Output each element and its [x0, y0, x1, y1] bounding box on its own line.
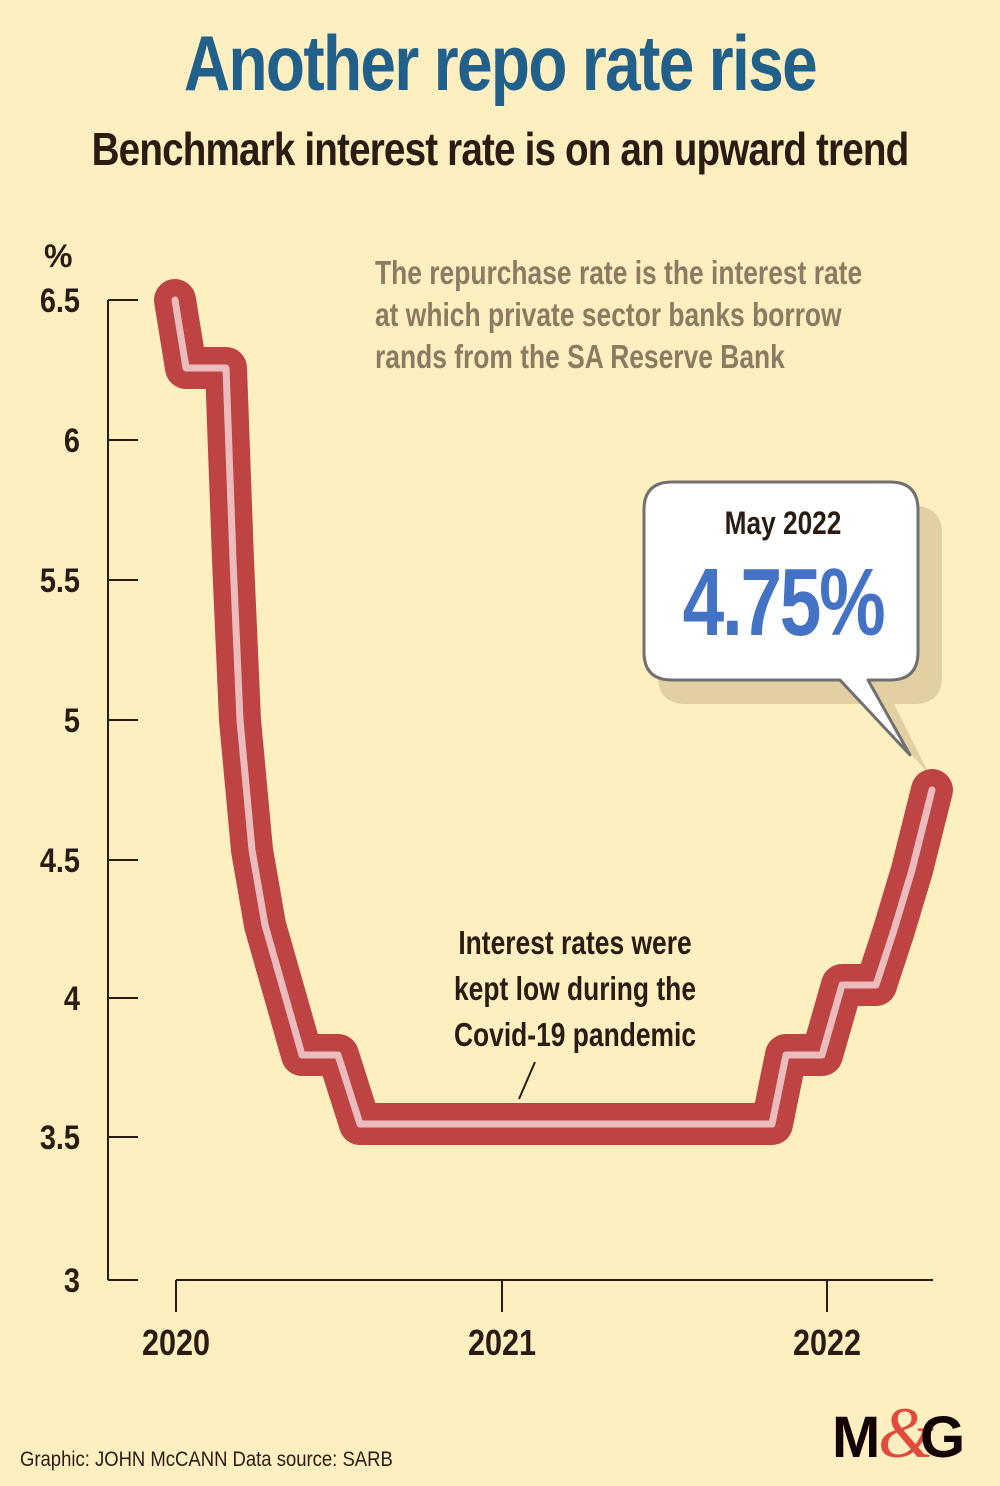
y-tick-label: 5.5 — [39, 562, 80, 600]
mg-logo: M & G — [832, 1393, 982, 1473]
annotation-line: kept low during the — [454, 970, 696, 1007]
annotation-line: Interest rates were — [458, 924, 692, 961]
y-axis-ticks — [108, 299, 138, 1281]
y-tick-label: 4.5 — [39, 842, 80, 880]
y-tick-label: 3 — [63, 1262, 80, 1300]
callout-date: May 2022 — [724, 505, 842, 541]
x-tick-label: 2020 — [141, 1322, 211, 1363]
footer-credit: Graphic: JOHN McCANN Data source: SARB — [20, 1448, 393, 1471]
y-tick-label: 6 — [63, 422, 80, 460]
y-tick-label: 6.5 — [39, 282, 80, 320]
x-axis-ticks — [175, 1280, 828, 1312]
y-tick-label: 4 — [63, 980, 80, 1018]
annotation-line: Covid-19 pandemic — [453, 1016, 697, 1053]
logo-letter-m: M — [832, 1405, 880, 1470]
chart-subtitle: Benchmark interest rate is on an upward … — [91, 123, 910, 175]
definition-note: The repurchase rate is the interest rate… — [375, 252, 863, 378]
y-axis-unit: % — [44, 238, 73, 274]
x-tick-label: 2022 — [792, 1322, 862, 1363]
definition-line: The repurchase rate is the interest rate — [375, 254, 863, 291]
logo-letter-g: G — [920, 1405, 965, 1470]
x-tick-label: 2021 — [467, 1322, 537, 1363]
chart-title: Another repo rate rise — [183, 19, 818, 107]
covid-annotation: Interest rates were kept low during the … — [435, 920, 715, 1058]
definition-line: at which private sector banks borrow — [375, 296, 842, 333]
y-tick-label: 3.5 — [39, 1119, 80, 1157]
callout-bubble — [642, 480, 942, 774]
repo-rate-series — [154, 279, 953, 1145]
callout-value: 4.75% — [682, 549, 886, 656]
definition-line: rands from the SA Reserve Bank — [375, 338, 785, 375]
y-tick-label: 5 — [63, 702, 80, 740]
logo-ampersand: & — [878, 1393, 935, 1473]
annotation-pointer — [518, 1061, 536, 1100]
